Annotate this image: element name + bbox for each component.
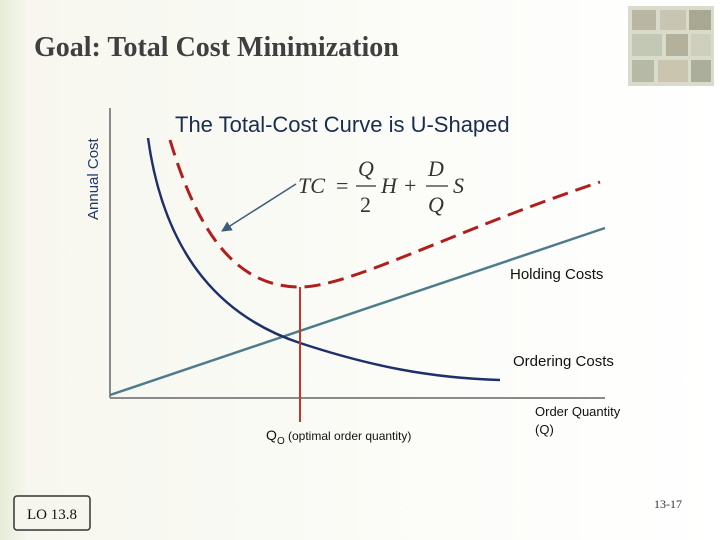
objective-box [13, 495, 91, 531]
y-axis-label: Annual Cost [85, 137, 102, 220]
formula-equals: = [336, 173, 348, 198]
formula: TC = Q 2 H + D Q S [298, 156, 464, 217]
x-axis-label: (Q) [535, 422, 554, 437]
formula-lhs: TC [298, 173, 325, 198]
formula-num2: D [427, 156, 444, 181]
ordering-label: Ordering Costs [513, 353, 614, 370]
formula-num1: Q [358, 156, 374, 181]
holding-label: Holding Costs [510, 266, 603, 283]
x-axis-label: Order Quantity [535, 404, 621, 419]
formula-den2: Q [428, 192, 444, 217]
optimal-note: (optimal order quantity) [288, 429, 411, 443]
optimal-symbol: Q [266, 427, 277, 443]
holding-cost-line [109, 226, 606, 397]
formula-plus: + [404, 173, 416, 198]
optimal-subscript: O [277, 436, 285, 447]
heading: The Total-Cost Curve is U-Shaped [175, 112, 510, 137]
page-number: 13-17 [654, 497, 682, 511]
slide-title: Goal: Total Cost Minimization [34, 32, 399, 63]
formula-var2: S [453, 173, 464, 198]
photo-collage [628, 6, 714, 86]
formula-arrow [221, 183, 297, 232]
formula-var1: H [380, 173, 398, 198]
formula-den1: 2 [360, 192, 371, 217]
objective: LO 13.8 [27, 507, 77, 523]
